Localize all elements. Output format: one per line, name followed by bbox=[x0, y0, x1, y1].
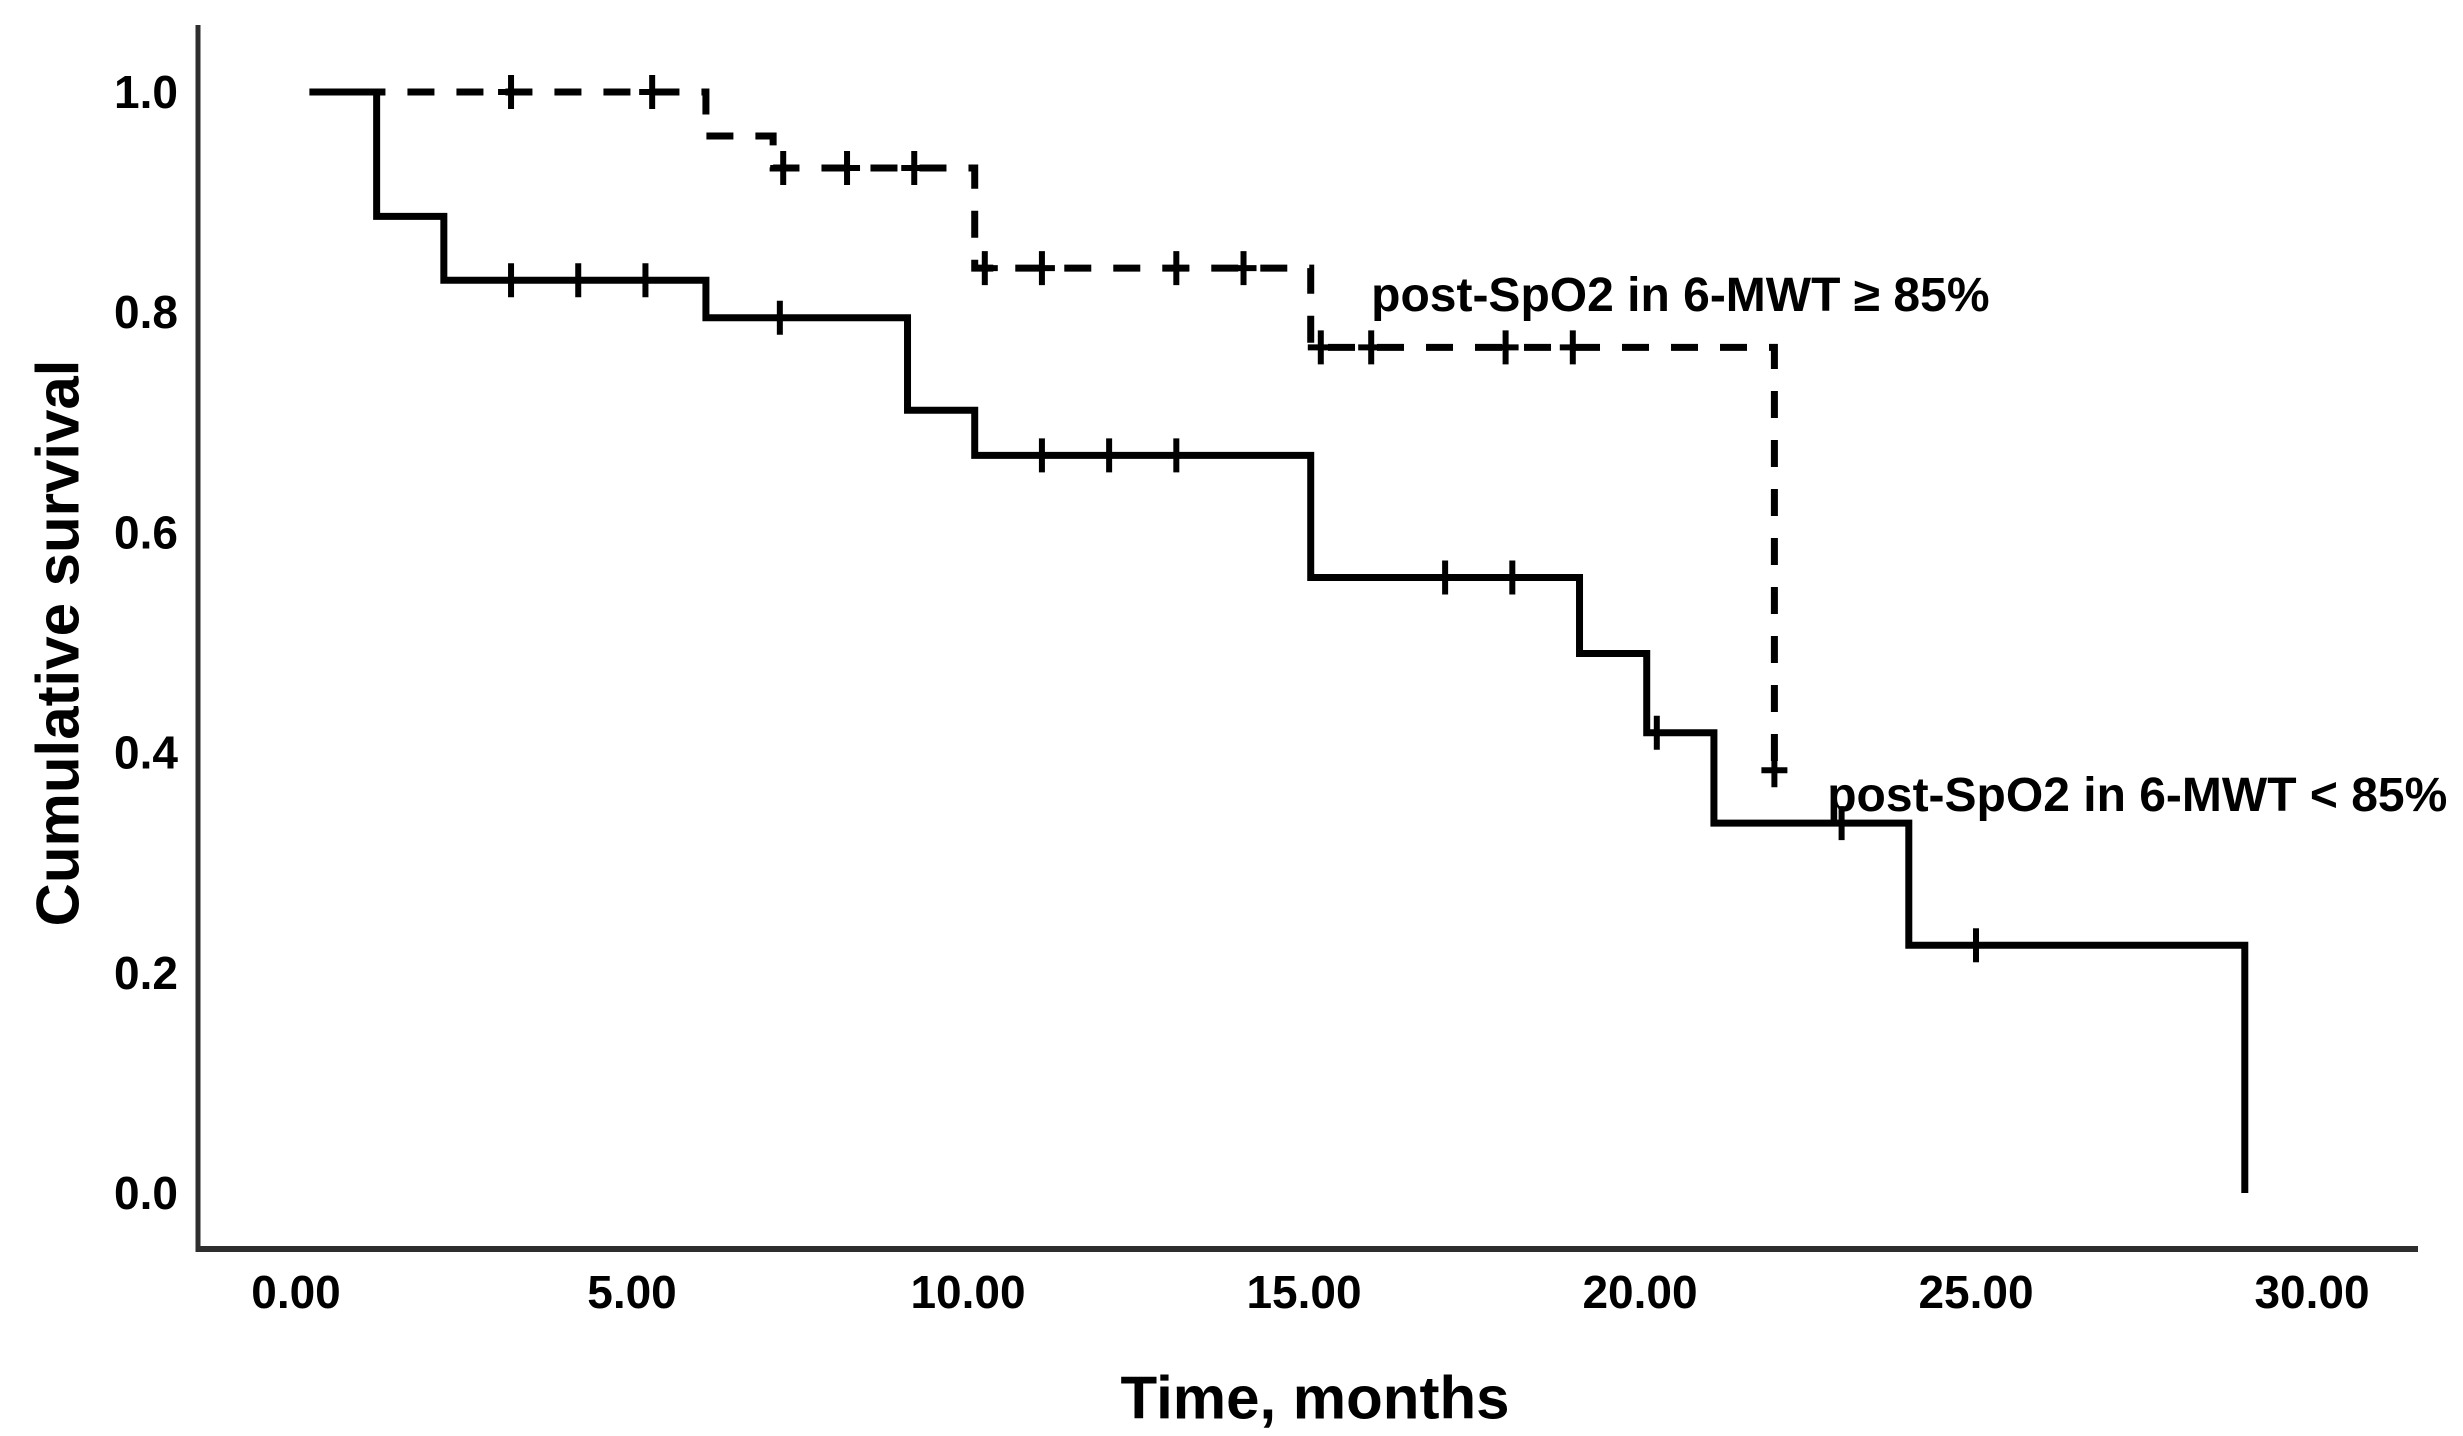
censor-mark bbox=[1559, 330, 1586, 365]
censor-mark bbox=[632, 263, 659, 298]
censor-mark bbox=[971, 251, 998, 286]
censor-mark bbox=[565, 263, 592, 298]
censor-mark bbox=[1096, 438, 1123, 473]
y-tick-label: 0.0 bbox=[114, 1167, 178, 1219]
x-tick-label: 0.00 bbox=[251, 1266, 341, 1318]
censor-mark bbox=[1307, 330, 1334, 365]
curves-layer bbox=[309, 88, 2249, 1193]
y-tick-label: 0.8 bbox=[114, 286, 178, 338]
km-curve-lt85 bbox=[309, 88, 2249, 1193]
y-axis-title: Cumulative survival bbox=[25, 360, 92, 927]
y-tick-label: 0.6 bbox=[114, 506, 178, 558]
series-label-lt85: post-SpO2 in 6-MWT < 85% bbox=[1827, 769, 2447, 822]
x-tick-label: 25.00 bbox=[1918, 1266, 2033, 1318]
y-tick-label: 0.2 bbox=[114, 947, 178, 999]
censor-mark bbox=[498, 75, 525, 109]
y-tick-label: 0.4 bbox=[114, 727, 178, 779]
censor-mark bbox=[1761, 753, 1788, 788]
censor-mark bbox=[639, 75, 666, 109]
x-tick-label: 5.00 bbox=[587, 1266, 677, 1318]
censor-mark bbox=[1492, 330, 1519, 365]
censor-mark bbox=[1028, 251, 1055, 286]
censor-mark bbox=[1028, 438, 1055, 473]
censor-mark bbox=[1828, 806, 1855, 841]
x-tick-label: 20.00 bbox=[1582, 1266, 1697, 1318]
censor-mark bbox=[766, 300, 793, 335]
censor-mark bbox=[1963, 928, 1989, 963]
censor-mark bbox=[1358, 330, 1385, 365]
x-axis-title: Time, months bbox=[1121, 1365, 1510, 1432]
x-tick-label: 30.00 bbox=[2254, 1266, 2369, 1318]
censor-mark bbox=[770, 150, 797, 185]
x-tick-label: 15.00 bbox=[1246, 1266, 1361, 1318]
censor-mark bbox=[1432, 560, 1459, 595]
censor-mark bbox=[1643, 715, 1670, 750]
censor-marks-layer bbox=[498, 75, 1989, 963]
censor-mark bbox=[498, 263, 525, 298]
tick-labels-layer: 1.0 0.8 0.6 0.4 0.2 0.0 0.00 5.00 10.00 15.00 20.0… bbox=[114, 66, 2370, 1318]
censor-mark bbox=[1163, 438, 1190, 473]
series-label-ge85: post-SpO2 in 6-MWT ≥ 85% bbox=[1371, 269, 1989, 322]
y-tick-label: 1.0 bbox=[114, 66, 178, 118]
axes-layer bbox=[195, 25, 2418, 1252]
censor-mark bbox=[1230, 251, 1257, 286]
censor-mark bbox=[1499, 560, 1526, 595]
censor-mark bbox=[901, 150, 928, 185]
censor-mark bbox=[834, 150, 861, 185]
km-curve-ge85 bbox=[309, 88, 1778, 771]
x-tick-label: 10.00 bbox=[910, 1266, 1025, 1318]
censor-mark bbox=[1163, 251, 1190, 286]
